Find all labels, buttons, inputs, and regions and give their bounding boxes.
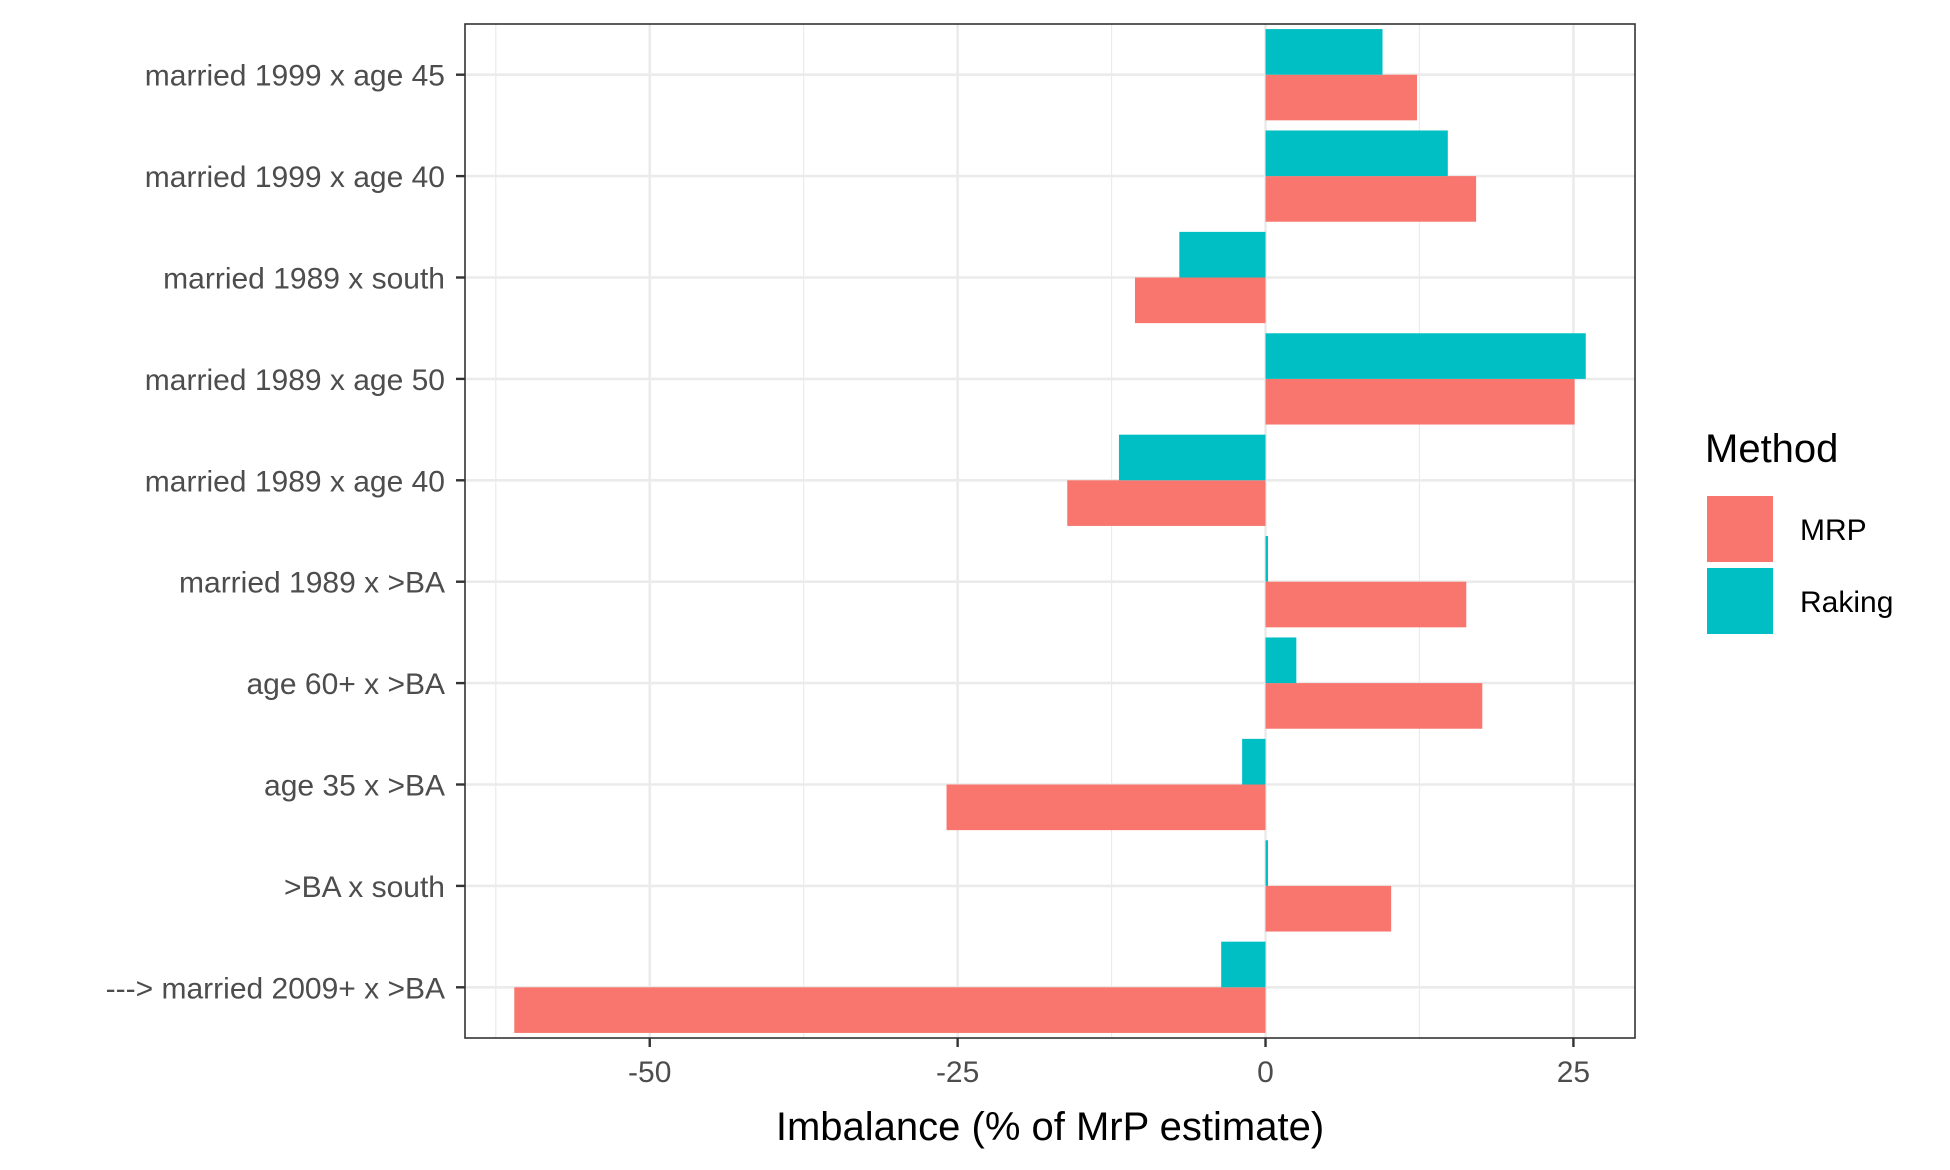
bar-mrp xyxy=(1265,581,1467,628)
y-tick-label: married 1989 x south xyxy=(163,263,445,296)
bar-mrp xyxy=(1265,176,1477,222)
legend-key-raking xyxy=(1707,568,1773,634)
bars xyxy=(514,29,1586,1033)
y-tick-label: married 1999 x age 40 xyxy=(145,161,445,194)
bar-mrp xyxy=(1265,378,1575,425)
bar-raking xyxy=(1265,637,1297,684)
bar-mrp xyxy=(514,987,1266,1033)
legend-key-mrp xyxy=(1707,496,1773,562)
bar-mrp xyxy=(1265,683,1483,729)
bar-raking xyxy=(1118,434,1266,481)
y-tick-label: age 60+ x >BA xyxy=(247,668,446,701)
bar-raking xyxy=(1265,29,1383,75)
legend: Method MRP Raking xyxy=(1705,427,1893,634)
bar-mrp xyxy=(946,784,1266,831)
bar-raking xyxy=(1265,840,1268,886)
bar-raking xyxy=(1265,536,1268,582)
bar-mrp xyxy=(1265,74,1418,121)
y-tick-label: ---> married 2009+ x >BA xyxy=(106,972,445,1005)
bar-raking xyxy=(1265,130,1448,177)
bar-mrp xyxy=(1134,277,1266,324)
legend-label-raking: Raking xyxy=(1800,586,1893,619)
x-tick-label: -50 xyxy=(628,1056,671,1089)
y-tick-label: married 1999 x age 45 xyxy=(145,60,445,93)
x-axis: -50 -25 0 25 xyxy=(628,1038,1590,1089)
bar-raking xyxy=(1265,333,1586,379)
bar-raking xyxy=(1242,738,1266,785)
y-tick-label: >BA x south xyxy=(284,871,445,904)
y-tick-label: married 1989 x age 50 xyxy=(145,364,445,397)
x-tick-label: 25 xyxy=(1557,1056,1590,1089)
bar-mrp xyxy=(1067,480,1266,526)
bar-mrp xyxy=(1265,885,1392,932)
y-tick-label: married 1989 x >BA xyxy=(179,567,445,600)
panel-border xyxy=(464,23,1636,1039)
x-tick-label: -25 xyxy=(936,1056,979,1089)
y-axis: married 1999 x age 45 married 1999 x age … xyxy=(106,60,465,1005)
bar-raking xyxy=(1179,231,1266,278)
legend-title: Method xyxy=(1705,427,1838,471)
y-tick-label: age 35 x >BA xyxy=(264,770,445,803)
bar-raking xyxy=(1221,941,1266,988)
legend-label-mrp: MRP xyxy=(1800,514,1867,547)
x-axis-title: Imbalance (% of MrP estimate) xyxy=(776,1105,1324,1149)
y-tick-label: married 1989 x age 40 xyxy=(145,465,445,498)
x-tick-label: 0 xyxy=(1257,1056,1274,1089)
